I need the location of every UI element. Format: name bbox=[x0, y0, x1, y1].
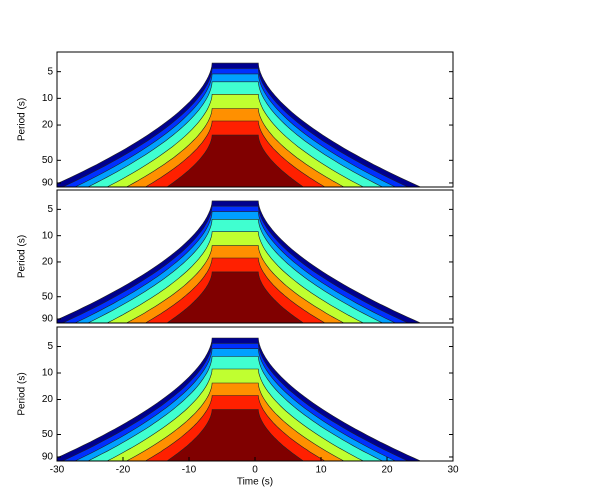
y-tick-label: 20 bbox=[42, 394, 54, 405]
y-tick-label: 90 bbox=[42, 314, 54, 325]
y-tick-label: 10 bbox=[42, 93, 54, 104]
y-axis-label: Period (s) bbox=[17, 98, 28, 141]
x-tick-label: -10 bbox=[182, 465, 197, 476]
y-tick-label: 90 bbox=[42, 178, 54, 189]
x-tick-label: -30 bbox=[50, 465, 65, 476]
contour-group bbox=[57, 200, 422, 323]
y-tick-label: 50 bbox=[42, 291, 54, 302]
y-tick-label: 10 bbox=[42, 368, 54, 379]
x-tick-label: 30 bbox=[447, 465, 459, 476]
x-axis-label: Time (s) bbox=[237, 477, 273, 488]
contour-band bbox=[166, 409, 305, 461]
x-tick-label: 10 bbox=[315, 465, 327, 476]
y-tick-label: 10 bbox=[42, 230, 54, 241]
axes-box bbox=[56, 189, 454, 324]
axes-box bbox=[56, 51, 454, 188]
y-tick-label: 20 bbox=[42, 120, 54, 131]
y-axis-label: Period (s) bbox=[17, 372, 28, 415]
y-tick-label: 90 bbox=[42, 452, 54, 463]
x-tick-label: 20 bbox=[381, 465, 393, 476]
contour-group bbox=[57, 337, 422, 461]
y-tick-label: 5 bbox=[47, 204, 53, 215]
y-tick-label: 20 bbox=[42, 257, 54, 268]
y-tick-label: 50 bbox=[42, 155, 54, 166]
y-tick-label: 50 bbox=[42, 429, 54, 440]
y-tick-label: 5 bbox=[47, 66, 53, 77]
contour-band bbox=[166, 271, 305, 323]
contour-band bbox=[166, 134, 305, 187]
y-tick-label: 5 bbox=[47, 341, 53, 352]
contour-group bbox=[57, 62, 422, 187]
x-tick-label: -20 bbox=[116, 465, 131, 476]
x-tick-label: 0 bbox=[252, 465, 258, 476]
y-axis-label: Period (s) bbox=[17, 235, 28, 278]
